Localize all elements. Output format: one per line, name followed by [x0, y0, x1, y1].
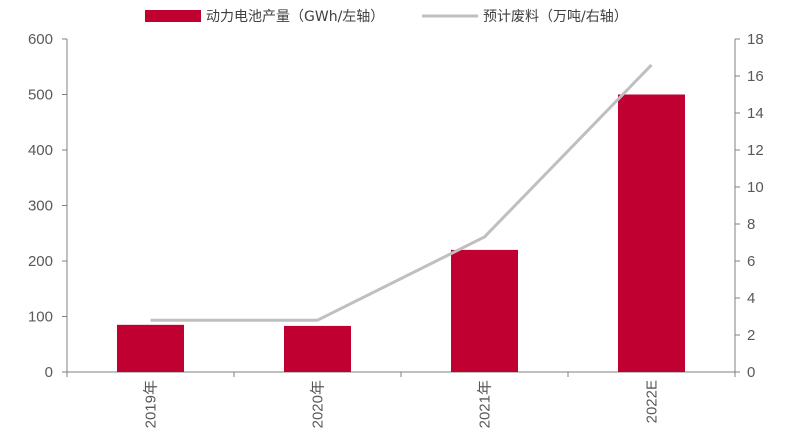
- right-tick-label: 14: [747, 105, 764, 122]
- legend-label-bar: 动力电池产量（GWh/左轴）: [206, 9, 384, 25]
- right-tick-label: 16: [747, 68, 764, 85]
- bar-series: [117, 94, 685, 372]
- right-tick-label: 0: [747, 364, 755, 381]
- line-path: [150, 63, 653, 322]
- right-tick-label: 12: [747, 142, 764, 159]
- right-tick-label: 18: [747, 31, 764, 48]
- line-series: [150, 63, 653, 322]
- x-tick-label: 2019年: [143, 380, 160, 428]
- right-tick-label: 6: [747, 253, 755, 270]
- left-tick-label: 0: [45, 364, 53, 381]
- left-tick-label: 100: [28, 309, 53, 326]
- right-tick-label: 10: [747, 179, 764, 196]
- legend-swatch-bar: [145, 10, 201, 22]
- bar: [451, 249, 518, 372]
- bar: [117, 324, 184, 372]
- left-tick-label: 500: [28, 87, 53, 104]
- axes: 0 100 200 300 400 500 600 0 2 4 6 8 10 12 14 16 18 2019年 2…: [28, 31, 764, 428]
- left-tick-label: 200: [28, 253, 53, 270]
- legend: 动力电池产量（GWh/左轴） 预计废料（万吨/右轴）: [145, 9, 628, 25]
- x-tick-label: 2020年: [310, 380, 327, 428]
- legend-label-line: 预计废料（万吨/右轴）: [483, 9, 628, 25]
- bar: [284, 325, 351, 372]
- left-tick-label: 600: [28, 31, 53, 48]
- left-tick-label: 400: [28, 142, 53, 159]
- right-tick-label: 2: [747, 327, 755, 344]
- x-tick-label: 2022E: [644, 380, 661, 423]
- bar: [618, 94, 685, 372]
- right-tick-label: 8: [747, 216, 755, 233]
- x-tick-label: 2021年: [477, 380, 494, 428]
- right-tick-label: 4: [747, 290, 755, 307]
- left-tick-label: 300: [28, 198, 53, 215]
